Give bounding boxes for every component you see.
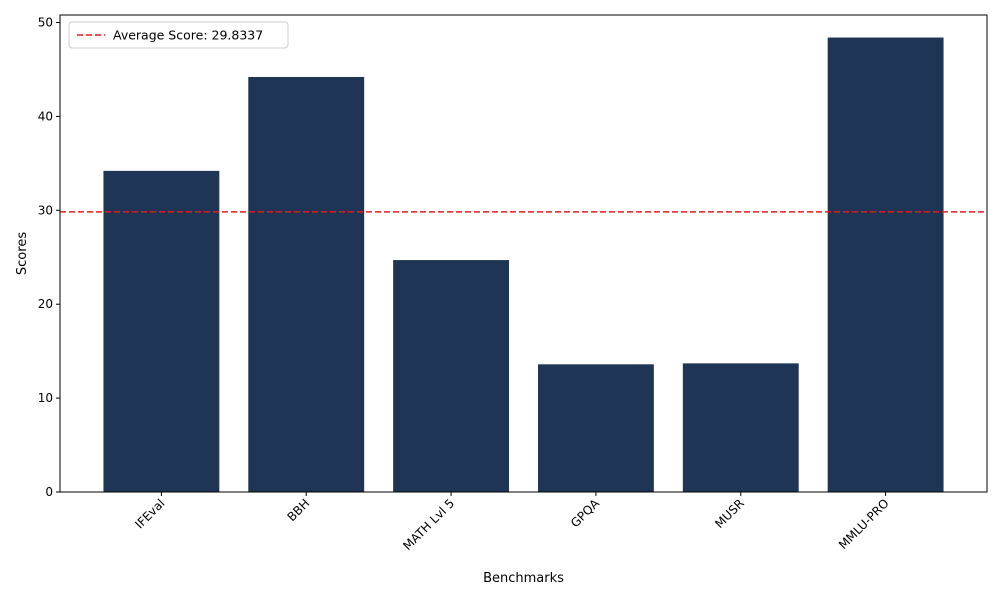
- bar-ifeval: [103, 170, 220, 493]
- y-tick-label: 20: [38, 297, 53, 311]
- y-tick-label: 50: [38, 16, 53, 30]
- y-tick-label: 10: [38, 391, 53, 405]
- x-tick-label: IFEval: [132, 496, 167, 531]
- plot-frame: [59, 14, 988, 493]
- legend-box: [68, 21, 289, 49]
- legend-label: Average Score: 29.8337: [113, 28, 263, 43]
- y-tick-label: 40: [38, 109, 53, 123]
- x-tick-label: GPQA: [568, 496, 603, 531]
- bar-gpqa: [537, 364, 654, 492]
- x-axis-label: Benchmarks: [483, 571, 564, 586]
- bar-musr: [682, 363, 799, 492]
- x-tick-label: MATH Lvl 5: [400, 496, 457, 553]
- y-tick-label: 30: [38, 203, 53, 217]
- x-axis: IFEval BBH MATH Lvl 5 GPQA MUSR MMLU-PRO: [132, 492, 892, 553]
- bar-math-lvl-5: [393, 260, 510, 492]
- y-axis-label: Scores: [15, 232, 30, 275]
- bar-bbh: [248, 76, 365, 492]
- y-tick-label: 0: [45, 485, 53, 499]
- y-axis: 0 10 20 30 40 50: [38, 16, 60, 499]
- x-tick-label: MMLU-PRO: [836, 496, 892, 552]
- bar-mmlu-pro: [827, 37, 944, 493]
- bars-layer: [103, 37, 944, 493]
- legend: Average Score: 29.8337: [68, 21, 289, 49]
- x-tick-label: MUSR: [712, 496, 747, 531]
- x-tick-label: BBH: [284, 496, 312, 524]
